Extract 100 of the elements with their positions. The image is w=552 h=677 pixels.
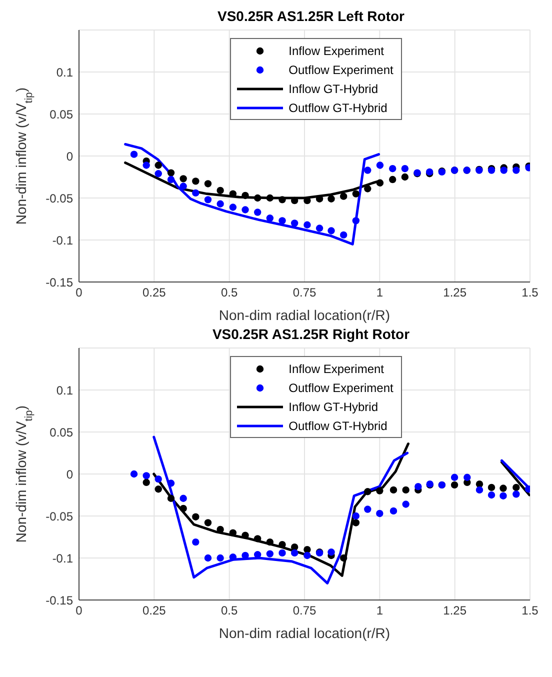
x-tick-label: 0.75 — [292, 604, 316, 618]
point — [488, 484, 496, 492]
chart-title: VS0.25R AS1.25R Left Rotor — [216, 8, 406, 26]
x-tick-label: 0.25 — [142, 286, 166, 300]
point — [401, 165, 409, 172]
point — [476, 480, 484, 488]
point — [204, 180, 212, 188]
point — [364, 488, 372, 496]
legend-label: Outflow Experiment — [288, 380, 394, 394]
point — [376, 510, 384, 518]
point — [316, 224, 324, 232]
point — [476, 486, 484, 494]
point — [290, 196, 298, 204]
legend-label: Inflow GT-Hybrid — [288, 400, 378, 414]
point — [216, 186, 224, 194]
point — [390, 486, 398, 494]
point — [388, 165, 396, 172]
point — [376, 487, 384, 494]
x-tick-label: 1.5 — [522, 286, 539, 300]
point — [229, 204, 237, 211]
point — [192, 538, 200, 546]
x-tick-label: 0.5 — [220, 604, 238, 618]
point — [488, 491, 496, 499]
x-tick-label: 0.25 — [142, 604, 166, 618]
point — [512, 490, 520, 498]
y-tick-label: -0.15 — [46, 275, 74, 290]
x-tick-label: 0.5 — [220, 286, 238, 300]
legend-label: Inflow Experiment — [288, 44, 384, 58]
point — [278, 217, 286, 224]
point — [192, 178, 200, 185]
point — [352, 217, 360, 224]
point — [216, 200, 224, 208]
point — [278, 549, 286, 557]
x-axis-title: Non-dim radial location(r/R) — [218, 307, 390, 323]
point — [130, 150, 138, 158]
legend-label: Outflow GT-Hybrid — [288, 418, 388, 432]
point — [304, 221, 311, 228]
legend-label: Outflow Experiment — [288, 62, 394, 76]
x-tick-label: 1.25 — [443, 286, 467, 300]
point — [266, 538, 274, 546]
x-tick-label: 1 — [376, 604, 384, 618]
point — [254, 208, 262, 216]
point — [450, 474, 458, 481]
y-tick-label: 0.05 — [50, 107, 74, 122]
point — [364, 166, 372, 174]
point — [229, 554, 237, 561]
x-tick-label: 1.25 — [443, 604, 467, 618]
y-tick-label: 0 — [66, 149, 74, 164]
y-tick-label: -0.15 — [46, 593, 74, 608]
point — [290, 549, 298, 557]
point — [376, 162, 384, 169]
point — [204, 554, 212, 562]
point — [167, 176, 175, 184]
y-tick-label: -0.05 — [46, 509, 74, 524]
point — [390, 507, 398, 515]
point — [278, 196, 286, 204]
chart-title: VS0.25R AS1.25R Right Rotor — [211, 326, 411, 344]
point — [328, 195, 335, 202]
point — [450, 481, 458, 489]
legend-label: Inflow GT-Hybrid — [288, 82, 378, 96]
point — [414, 483, 422, 490]
point — [352, 519, 360, 526]
point — [204, 519, 212, 526]
point — [266, 550, 274, 558]
point — [180, 494, 187, 502]
point — [154, 486, 162, 493]
point — [180, 504, 187, 512]
point — [290, 220, 298, 227]
point — [254, 551, 262, 558]
y-tick-label: -0.05 — [46, 191, 74, 206]
point — [242, 206, 249, 214]
line-series — [124, 142, 380, 246]
point — [401, 173, 409, 181]
point — [402, 500, 410, 508]
point — [266, 194, 274, 202]
point — [192, 189, 200, 197]
point — [192, 513, 200, 520]
point — [142, 472, 150, 480]
point — [254, 535, 262, 542]
point — [328, 227, 335, 234]
point — [290, 543, 298, 551]
point — [167, 169, 175, 176]
point — [167, 494, 175, 502]
point — [154, 170, 162, 178]
point — [340, 554, 348, 562]
point — [242, 532, 249, 539]
point — [500, 166, 508, 174]
point — [500, 492, 507, 500]
point — [340, 192, 348, 200]
point — [364, 506, 372, 513]
point — [266, 214, 274, 222]
point — [229, 529, 237, 536]
y-tick-label: 0.1 — [56, 65, 74, 80]
point — [512, 484, 520, 492]
point — [304, 552, 311, 560]
point — [142, 478, 150, 486]
point — [500, 484, 507, 492]
x-tick-label: 1 — [376, 286, 384, 300]
y-tick-label: 0 — [66, 467, 74, 482]
point — [167, 480, 175, 487]
